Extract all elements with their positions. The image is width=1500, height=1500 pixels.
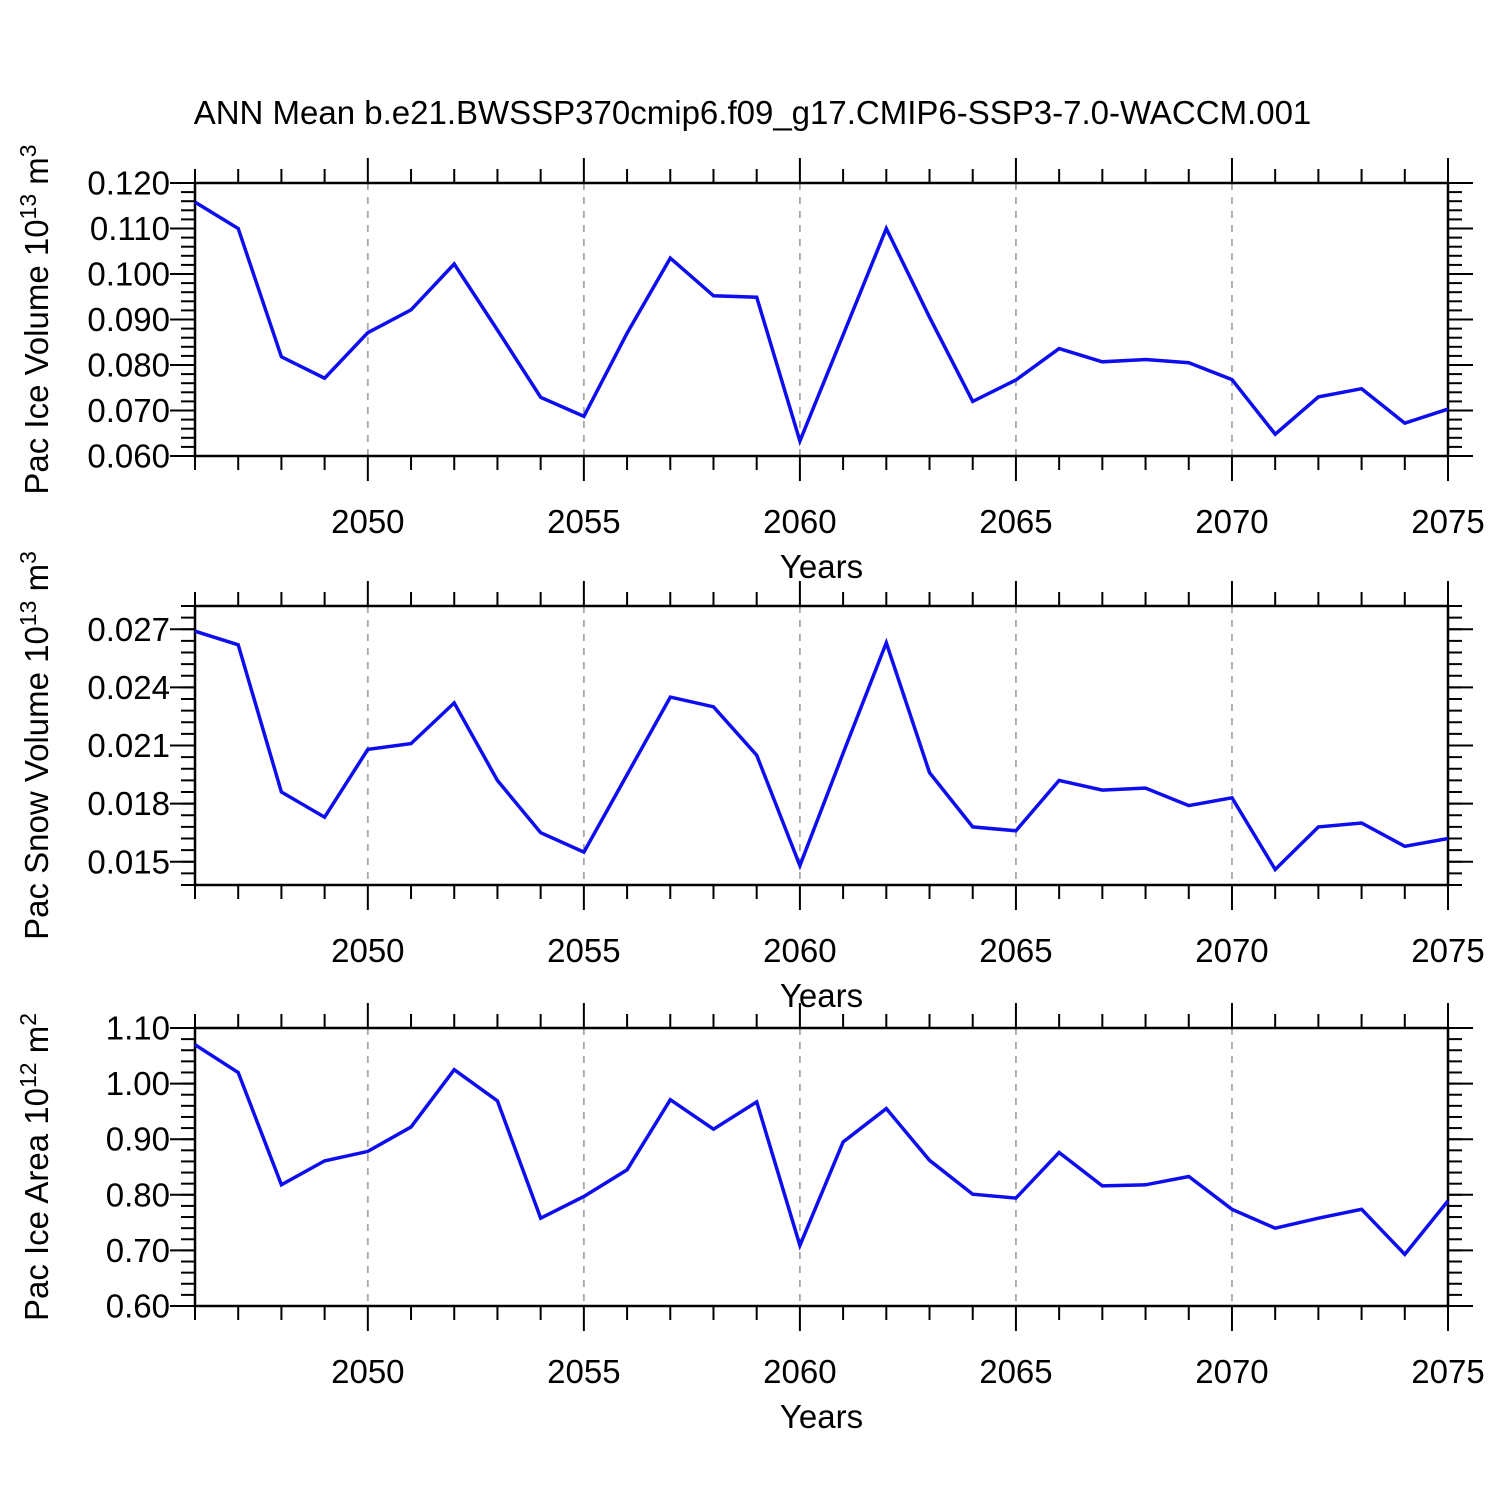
y-tick-label: 0.090 [87,301,170,338]
gridlines [366,183,1233,456]
y-tick-label: 0.018 [87,785,170,822]
x-tick-label: 2075 [1411,932,1484,969]
data-line-pac-ice-area [194,1043,1450,1257]
x-tick-label: 2060 [763,1353,836,1390]
y-tick-label: 0.120 [87,165,170,202]
data-line-pac-snow-volume [194,629,1449,873]
y-tick-label: 1.10 [106,1010,170,1047]
gridlines [366,1028,1233,1306]
y-tick-label: 0.080 [87,347,170,384]
y-tick-label: 0.80 [106,1176,170,1213]
y-ticks [170,605,1473,886]
x-tick-label: 2075 [1411,503,1484,540]
y-tick-label: 0.015 [87,843,170,880]
y-tick-label: 0.70 [106,1232,170,1269]
x-ticks [194,1003,1449,1331]
x-axis-title: Years [780,977,863,1014]
plot-frame [193,181,1450,458]
y-tick-label: 0.90 [106,1121,170,1158]
x-tick-label: 2055 [547,932,620,969]
panel-pac-ice-area: 0.60 0.70 0.80 0.90 1.00 1.10 2050 2055 2060 2065… [15,1003,1485,1435]
y-tick-label: 0.070 [87,392,170,429]
y-tick-label: 0.021 [87,727,170,764]
x-axis-title: Years [780,1398,863,1435]
y-tick-label: 1.00 [106,1065,170,1102]
x-tick-label: 2060 [763,932,836,969]
x-tick-label: 2050 [331,932,404,969]
panel-pac-ice-volume: 0.060 0.070 0.080 0.090 0.100 0.110 0.120 2050 2… [15,144,1485,585]
x-tick-label: 2050 [331,503,404,540]
y-axis-title: Pac Ice Volume 1013 m3 [15,144,55,494]
x-tick-label: 2055 [547,503,620,540]
gridlines [366,606,1233,885]
x-tick-label: 2070 [1195,503,1268,540]
y-axis-title: Pac Ice Area 1012 m2 [15,1013,55,1321]
y-tick-label: 0.060 [87,438,170,475]
y-tick-label: 0.024 [87,669,170,706]
y-tick-label: 0.60 [106,1288,170,1325]
x-tick-label: 2070 [1195,932,1268,969]
x-ticks [194,158,1449,481]
x-tick-label: 2075 [1411,1353,1484,1390]
plot-frame [193,1026,1450,1308]
y-tick-label: 0.100 [87,256,170,293]
y-ticks [170,182,1473,457]
figure-title: ANN Mean b.e21.BWSSP370cmip6.f09_g17.CMI… [193,94,1312,131]
y-ticks [170,1027,1473,1307]
x-tick-label: 2050 [331,1353,404,1390]
plot-frame [193,604,1450,887]
y-tick-label: 0.027 [87,611,170,648]
y-tick-label: 0.110 [90,210,170,247]
x-tick-label: 2070 [1195,1353,1268,1390]
x-tick-label: 2065 [979,503,1052,540]
x-ticks [194,581,1449,910]
x-tick-label: 2065 [979,932,1052,969]
x-tick-label: 2060 [763,503,836,540]
x-axis-title: Years [780,548,863,585]
data-line-pac-ice-volume [194,200,1449,447]
x-tick-label: 2055 [547,1353,620,1390]
y-axis-title: Pac Snow Volume 1013 m3 [15,551,55,940]
x-tick-label: 2065 [979,1353,1052,1390]
panel-pac-snow-volume: 0.015 0.018 0.021 0.024 0.027 2050 2055 2060 206… [15,551,1485,1014]
